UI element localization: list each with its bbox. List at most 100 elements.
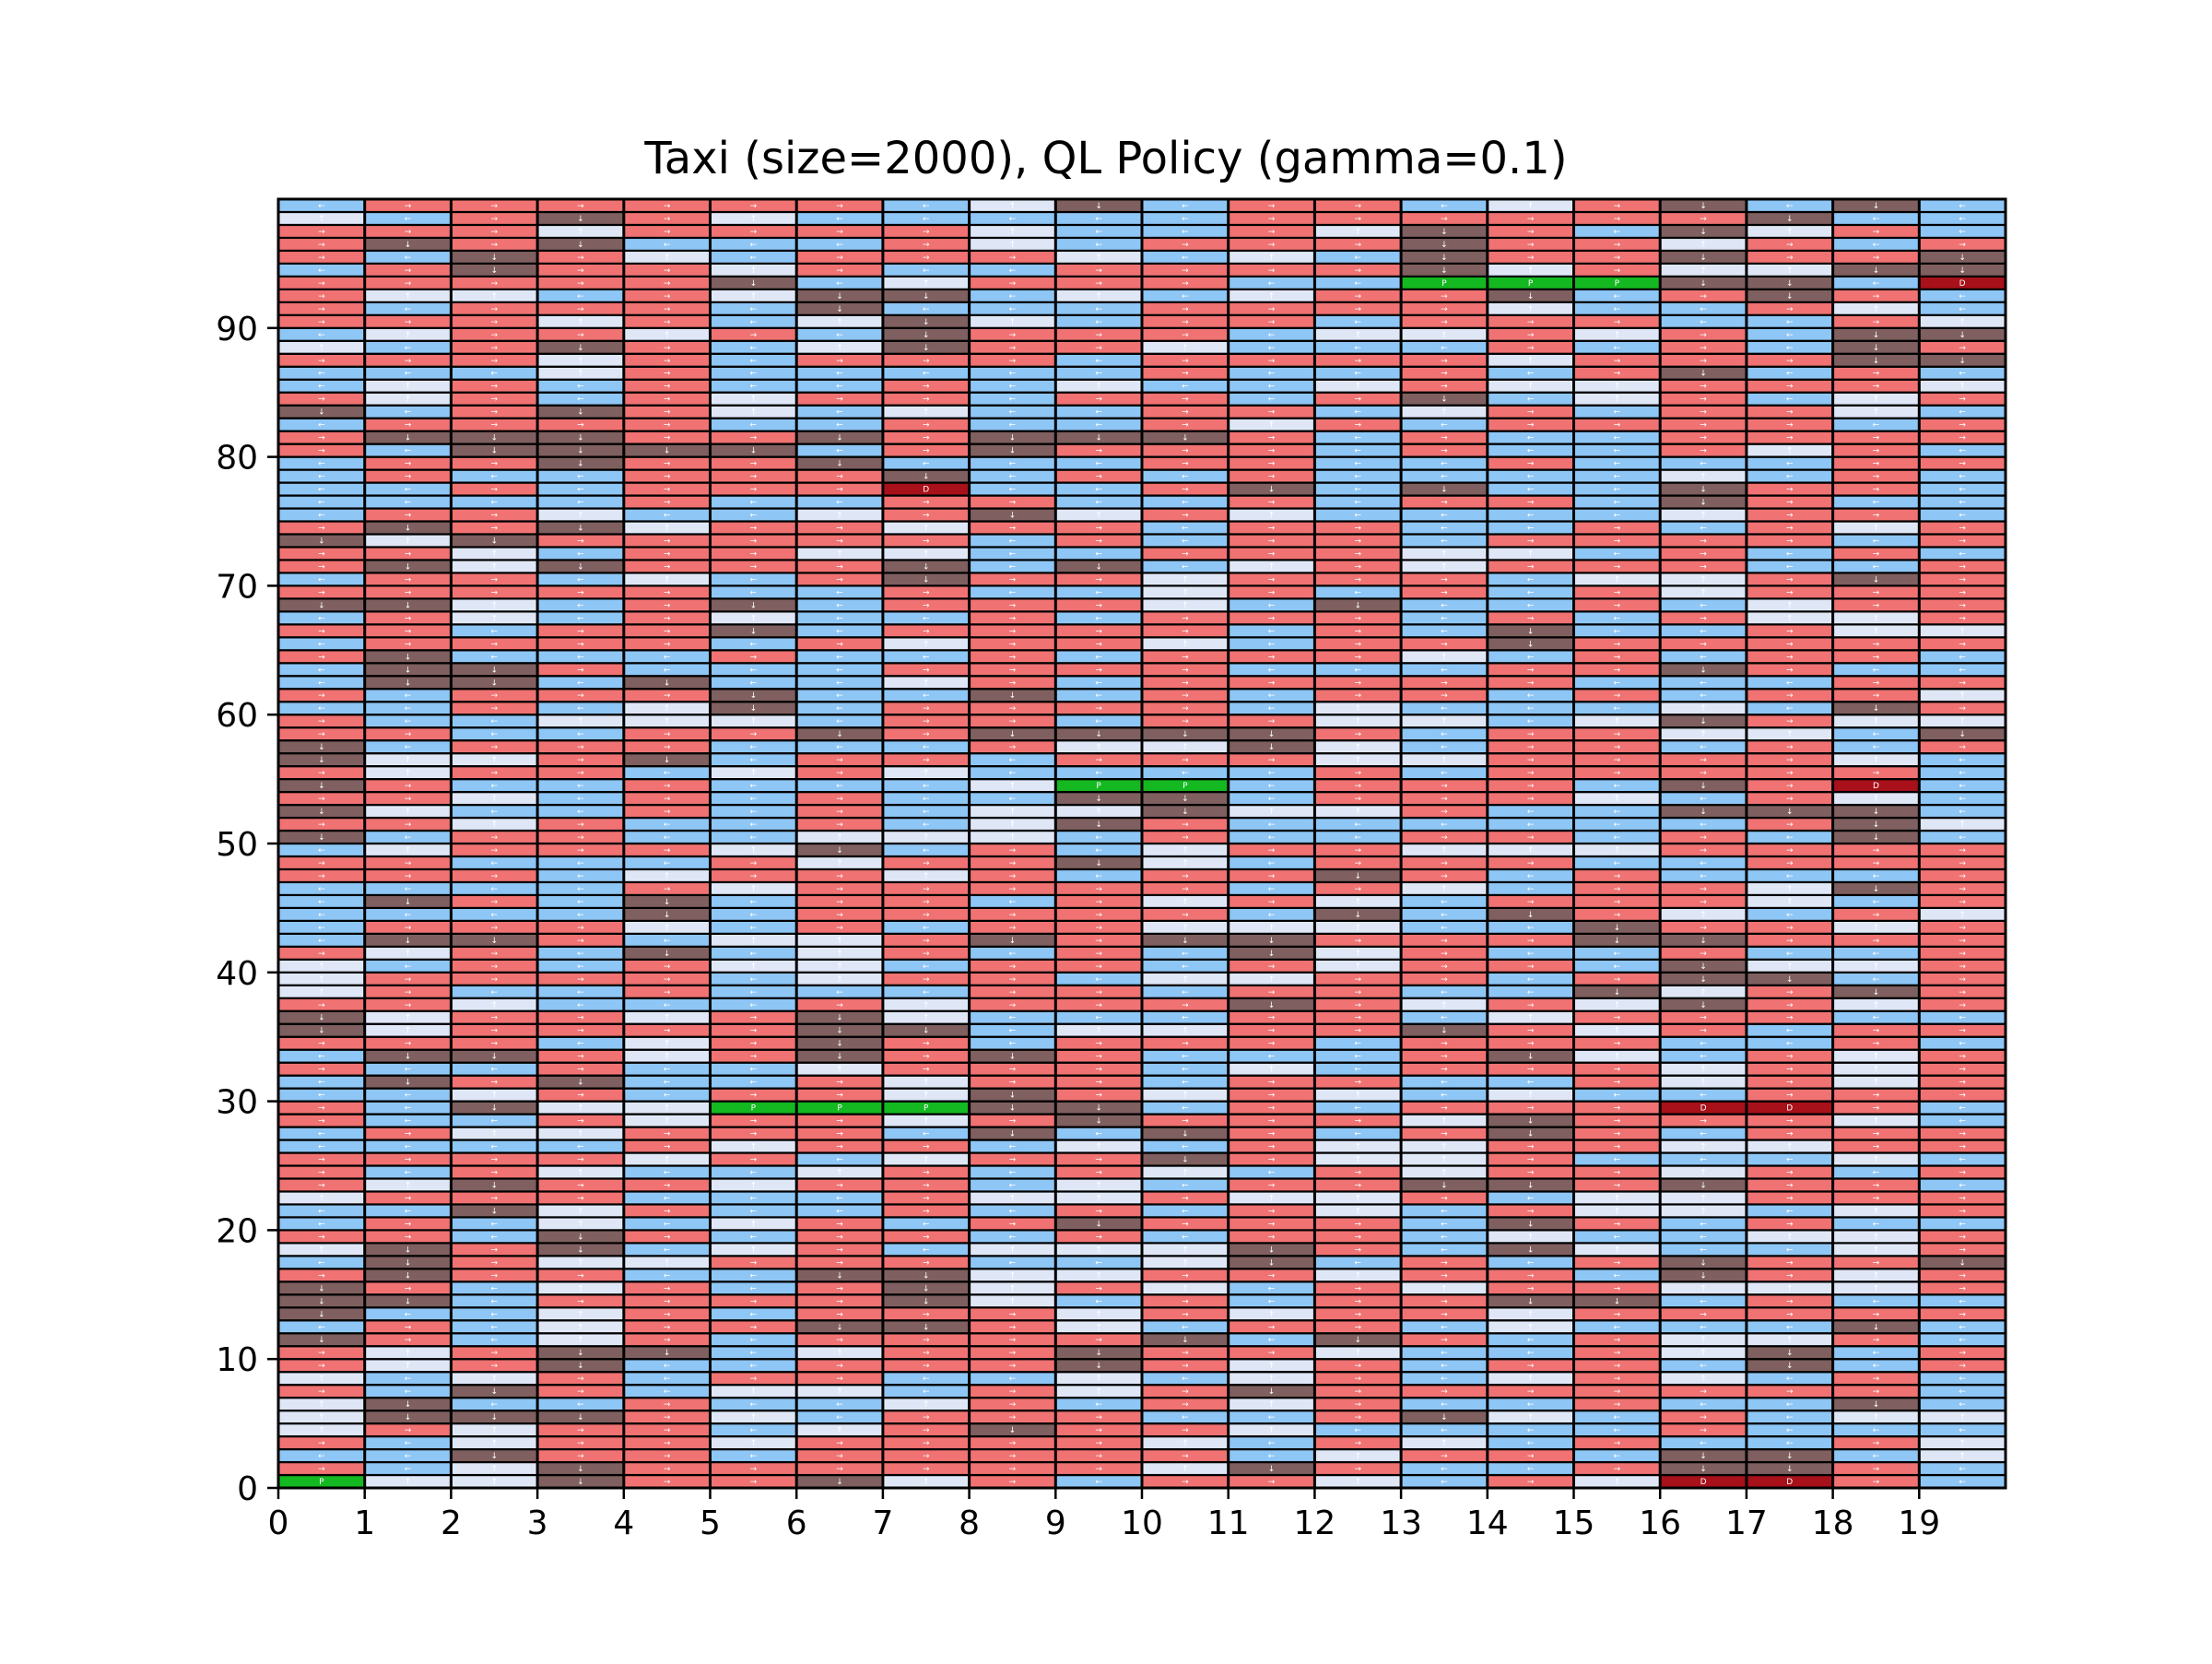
policy-cell-arrow: ← <box>1354 499 1361 508</box>
policy-cell-arrow: ↑ <box>1700 1194 1707 1203</box>
policy-cell: ← <box>1831 1293 1921 1309</box>
policy-cell-arrow: → <box>1354 859 1361 868</box>
policy-cell: ↓ <box>450 932 539 948</box>
policy-cell-arrow: → <box>405 975 412 985</box>
policy-cell: ← <box>795 1410 885 1425</box>
policy-cell-arrow: → <box>1959 859 1966 868</box>
policy-cell: → <box>1745 623 1834 639</box>
policy-cell-arrow: → <box>836 769 843 778</box>
policy-cell-arrow: ↑ <box>664 1117 671 1127</box>
policy-cell-arrow: → <box>1441 950 1448 959</box>
policy-cell-arrow: ↓ <box>405 1413 412 1422</box>
policy-cell-arrow: ← <box>1354 1426 1361 1435</box>
policy-cell-arrow: ← <box>577 653 584 662</box>
policy-cell: ↑ <box>1659 468 1747 484</box>
policy-cell-arrow: → <box>1441 691 1448 701</box>
policy-cell: → <box>622 481 712 497</box>
policy-cell-arrow: → <box>1268 1092 1276 1101</box>
policy-cell-arrow: → <box>1786 1092 1794 1101</box>
policy-cell: → <box>1831 649 1921 665</box>
policy-cell: → <box>622 971 712 986</box>
policy-cell: ↑ <box>1399 1164 1488 1180</box>
policy-cell: ← <box>1659 455 1747 471</box>
policy-cell: → <box>363 1280 453 1296</box>
policy-cell-arrow: → <box>577 421 584 431</box>
policy-cell-arrow: → <box>577 1092 584 1101</box>
policy-cell: → <box>1486 455 1575 471</box>
policy-cell-arrow: ↑ <box>750 1181 758 1190</box>
policy-cell: ↑ <box>1831 997 1921 1012</box>
policy-cell-arrow: → <box>1009 975 1017 985</box>
policy-cell-arrow: → <box>405 1336 412 1345</box>
policy-cell: → <box>1831 546 1921 561</box>
policy-cell-arrow: ← <box>1614 460 1621 469</box>
policy-cell: → <box>1399 790 1488 807</box>
policy-cell: ← <box>1918 777 2007 794</box>
policy-cell: → <box>1313 533 1403 549</box>
policy-cell: → <box>709 1035 798 1051</box>
policy-cell: ↓ <box>1227 945 1316 961</box>
policy-cell: ← <box>968 1139 1057 1154</box>
policy-cell-arrow: ↑ <box>577 1220 584 1229</box>
policy-cell: ← <box>276 481 366 497</box>
policy-cell: ← <box>968 1164 1057 1180</box>
policy-cell-arrow: → <box>1873 1336 1880 1345</box>
policy-cell: → <box>881 417 971 432</box>
policy-cell-arrow: → <box>664 627 671 636</box>
policy-cell-arrow: → <box>1009 575 1017 584</box>
policy-cell-arrow: ↑ <box>1527 1310 1535 1319</box>
policy-cell-arrow: → <box>1873 937 1880 946</box>
policy-cell: → <box>1140 829 1230 845</box>
policy-cell: ↓ <box>1140 1151 1230 1167</box>
policy-cell-arrow: → <box>1268 588 1276 597</box>
policy-cell: → <box>881 494 971 510</box>
policy-cell: ← <box>1054 675 1144 690</box>
policy-cell-arrow: ↑ <box>1268 1194 1276 1203</box>
policy-cell: ← <box>1745 906 1834 922</box>
policy-cell-arrow: ← <box>1959 653 1966 662</box>
policy-cell: → <box>1054 906 1144 922</box>
policy-cell-arrow: ↑ <box>1873 1271 1880 1280</box>
policy-cell-arrow: ↓ <box>490 1181 498 1190</box>
policy-cell: → <box>1313 1371 1403 1387</box>
policy-cell-arrow: → <box>1959 601 1966 610</box>
policy-cell: ← <box>1572 443 1662 458</box>
policy-cell: → <box>795 1358 885 1374</box>
policy-cell-arrow: ↓ <box>318 408 325 418</box>
policy-cell-arrow: ↑ <box>1095 1310 1102 1319</box>
policy-cell: ← <box>1486 1460 1575 1477</box>
policy-cell: → <box>881 1460 971 1477</box>
policy-cell: ← <box>535 675 625 690</box>
policy-cell-arrow: → <box>1268 846 1276 856</box>
policy-cell: ↓ <box>622 1345 712 1361</box>
policy-cell-arrow: → <box>490 950 498 959</box>
policy-cell-arrow: → <box>664 473 671 482</box>
policy-cell-arrow: → <box>1959 1349 1966 1358</box>
policy-cell-arrow: → <box>1786 524 1794 533</box>
policy-cell-arrow: ↓ <box>1959 1258 1966 1268</box>
policy-cell: ← <box>1918 752 2007 768</box>
policy-cell: ← <box>1831 494 1921 510</box>
policy-cell-arrow: ← <box>1786 1323 1794 1332</box>
policy-cell: → <box>1745 932 1834 948</box>
policy-cell: → <box>795 1332 885 1348</box>
policy-cell: → <box>276 1358 366 1374</box>
policy-cell-arrow: ↓ <box>1959 730 1966 739</box>
policy-cell: → <box>363 1332 453 1348</box>
policy-cell-arrow: → <box>1354 937 1361 946</box>
policy-cell-arrow: → <box>490 408 498 418</box>
policy-cell: → <box>1227 675 1316 690</box>
policy-cell: → <box>1399 1293 1488 1309</box>
policy-cell-arrow: → <box>318 549 325 559</box>
policy-cell-arrow: → <box>1786 1117 1794 1127</box>
policy-cell-arrow: → <box>1009 1310 1017 1319</box>
policy-cell-arrow: ← <box>664 833 671 843</box>
policy-cell-arrow: → <box>1441 1271 1448 1280</box>
policy-cell: → <box>622 777 712 794</box>
policy-cell-arrow: → <box>923 1194 930 1203</box>
policy-cell-arrow: ↓ <box>1527 1245 1535 1255</box>
policy-cell-arrow: ↑ <box>1268 975 1276 985</box>
policy-cell-arrow: ↑ <box>1873 1117 1880 1127</box>
policy-cell-arrow: ↓ <box>923 1027 930 1036</box>
policy-cell-arrow: → <box>664 795 671 804</box>
